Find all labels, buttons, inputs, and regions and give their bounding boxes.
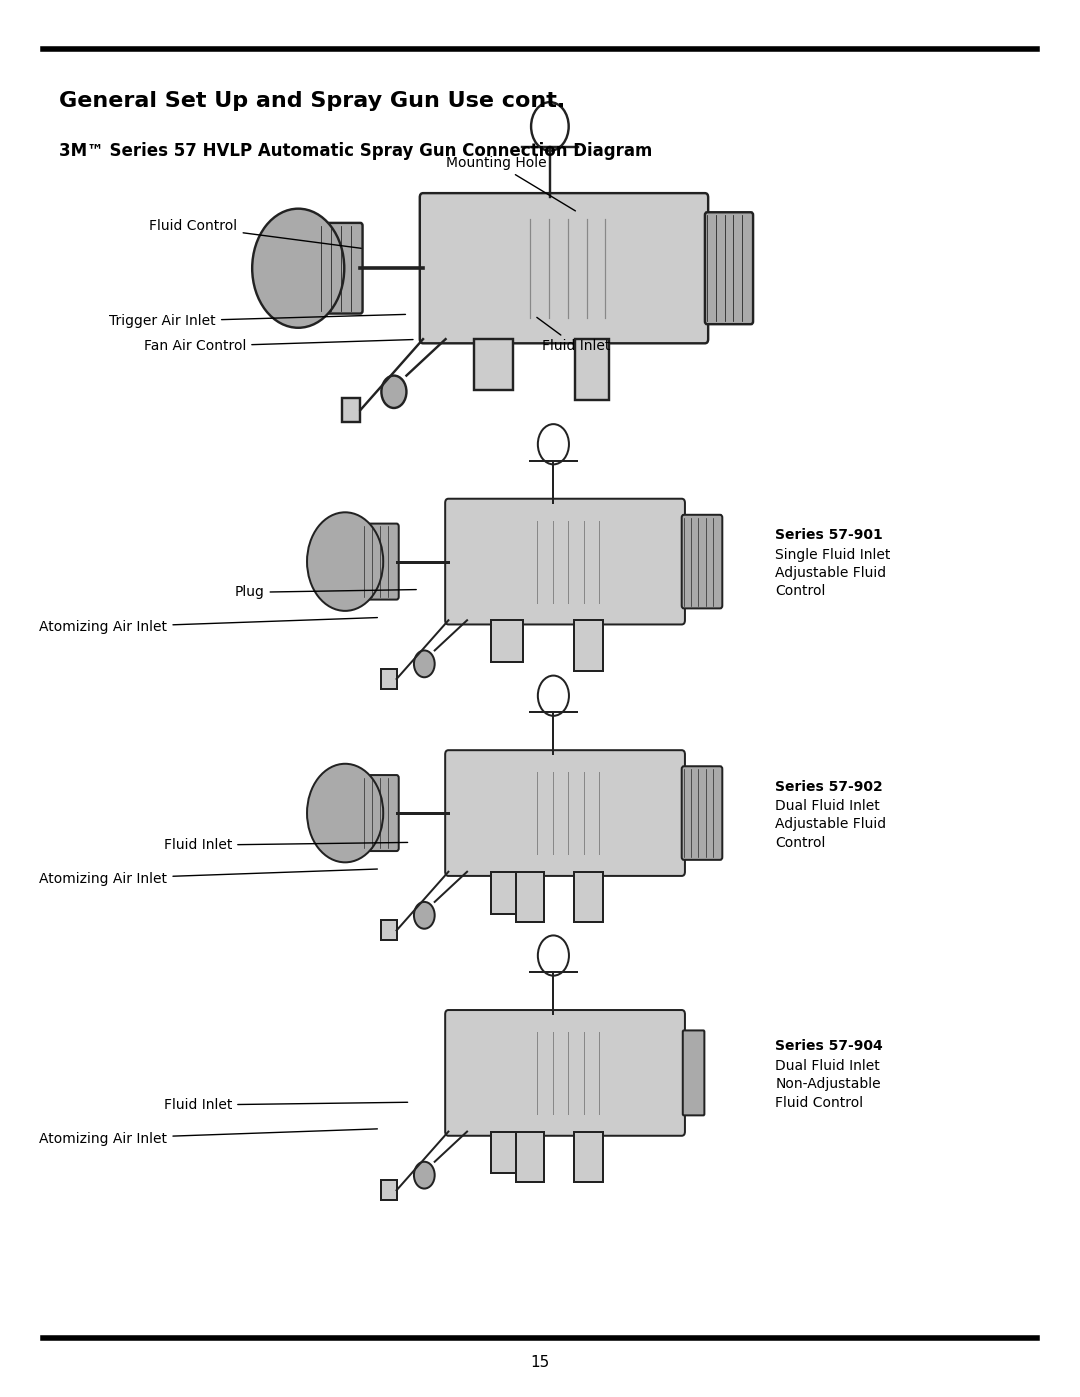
FancyBboxPatch shape	[362, 524, 399, 599]
Text: Single Fluid Inlet
Adjustable Fluid
Control: Single Fluid Inlet Adjustable Fluid Cont…	[775, 548, 891, 598]
Circle shape	[414, 1162, 434, 1189]
Circle shape	[253, 208, 345, 328]
Text: Plug: Plug	[234, 585, 416, 599]
Bar	[381, 1180, 396, 1200]
Text: Fluid Inlet: Fluid Inlet	[164, 1098, 407, 1112]
Text: 15: 15	[530, 1355, 550, 1369]
FancyBboxPatch shape	[681, 515, 723, 609]
Bar	[490, 872, 523, 914]
FancyBboxPatch shape	[683, 1031, 704, 1115]
Circle shape	[538, 936, 569, 975]
Text: Atomizing Air Inlet: Atomizing Air Inlet	[39, 1129, 377, 1146]
Bar	[575, 620, 603, 671]
Text: Fluid Control: Fluid Control	[149, 219, 361, 249]
Text: Atomizing Air Inlet: Atomizing Air Inlet	[39, 869, 377, 886]
Text: Mounting Hole: Mounting Hole	[446, 156, 576, 211]
FancyBboxPatch shape	[445, 750, 685, 876]
Text: Series 57-901: Series 57-901	[775, 528, 883, 542]
FancyBboxPatch shape	[705, 212, 753, 324]
Text: Atomizing Air Inlet: Atomizing Air Inlet	[39, 617, 377, 634]
FancyBboxPatch shape	[319, 224, 363, 313]
Circle shape	[538, 676, 569, 715]
Bar	[575, 339, 609, 400]
Bar	[381, 921, 396, 940]
Bar	[341, 398, 361, 422]
Circle shape	[538, 425, 569, 464]
Text: Fan Air Control: Fan Air Control	[144, 339, 413, 353]
Circle shape	[381, 376, 406, 408]
Circle shape	[414, 651, 434, 678]
FancyBboxPatch shape	[445, 499, 685, 624]
Text: 3M™ Series 57 HVLP Automatic Spray Gun Connection Diagram: 3M™ Series 57 HVLP Automatic Spray Gun C…	[59, 142, 652, 161]
Bar	[575, 1132, 603, 1182]
Text: Dual Fluid Inlet
Adjustable Fluid
Control: Dual Fluid Inlet Adjustable Fluid Contro…	[775, 799, 887, 849]
Text: Series 57-904: Series 57-904	[775, 1039, 883, 1053]
Bar	[516, 872, 544, 922]
FancyBboxPatch shape	[681, 766, 723, 861]
FancyBboxPatch shape	[445, 1010, 685, 1136]
Bar	[490, 1132, 523, 1173]
Text: Fluid Inlet: Fluid Inlet	[164, 838, 407, 852]
Text: Dual Fluid Inlet
Non-Adjustable
Fluid Control: Dual Fluid Inlet Non-Adjustable Fluid Co…	[775, 1059, 881, 1109]
Text: Series 57-902: Series 57-902	[775, 780, 883, 793]
Bar	[516, 1132, 544, 1182]
Circle shape	[307, 513, 383, 610]
Bar	[381, 669, 396, 689]
Bar	[575, 872, 603, 922]
Circle shape	[414, 902, 434, 929]
FancyBboxPatch shape	[420, 193, 708, 344]
Text: Trigger Air Inlet: Trigger Air Inlet	[109, 314, 405, 328]
Text: Fluid Inlet: Fluid Inlet	[537, 317, 610, 353]
Circle shape	[307, 764, 383, 862]
Bar	[490, 620, 523, 662]
Bar	[474, 339, 513, 390]
Text: General Set Up and Spray Gun Use cont.: General Set Up and Spray Gun Use cont.	[59, 91, 566, 110]
FancyBboxPatch shape	[362, 775, 399, 851]
Circle shape	[531, 102, 569, 151]
